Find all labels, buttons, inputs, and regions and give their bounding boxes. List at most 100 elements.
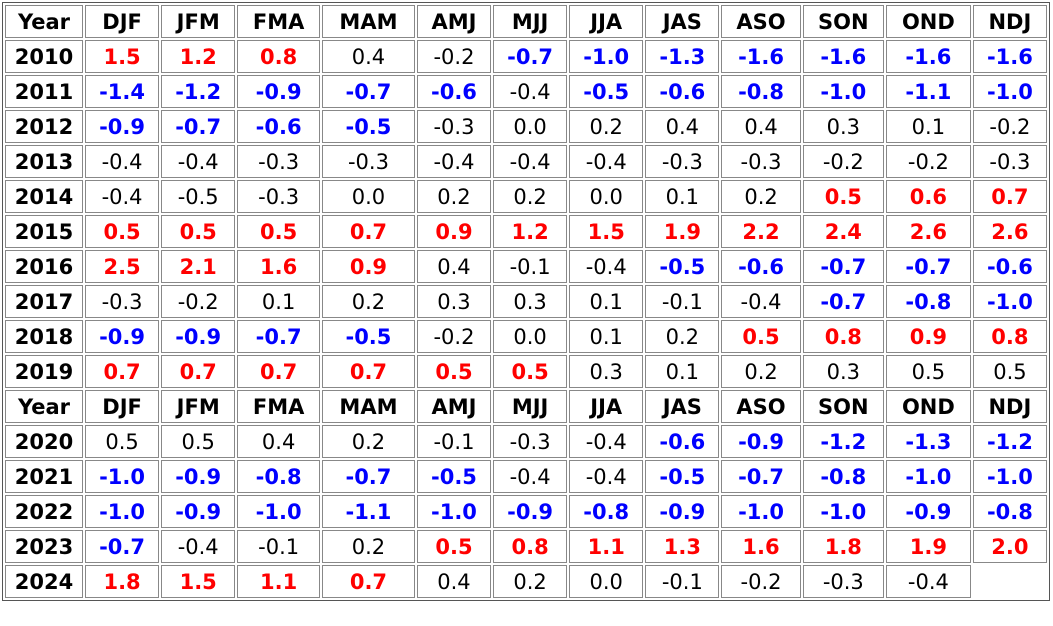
value-cell-la-nina: -0.9 [85, 320, 160, 353]
header-row: Year DJF JFM FMA MAM AMJ MJJ JJA JAS ASO SON OND NDJ [5, 5, 1047, 38]
value-cell-neutral: 0.2 [721, 355, 801, 388]
value-cell-neutral: -0.2 [721, 565, 801, 598]
value-cell-el-nino: 1.2 [161, 40, 236, 73]
value-cell-el-nino: 2.1 [161, 250, 236, 283]
year-cell: 2022 [5, 495, 83, 528]
value-cell-la-nina: -0.5 [645, 460, 720, 493]
value-cell-neutral: 0.4 [237, 425, 320, 458]
value-cell-neutral: -0.2 [416, 40, 492, 73]
value-cell-la-nina: -1.0 [972, 75, 1047, 108]
year-cell: 2024 [5, 565, 83, 598]
value-cell-la-nina: -0.7 [802, 285, 884, 318]
value-cell-la-nina: -0.8 [802, 460, 884, 493]
value-cell-neutral: -0.4 [85, 180, 160, 213]
value-cell-el-nino: 0.9 [885, 320, 971, 353]
value-cell-neutral: 0.0 [569, 180, 644, 213]
value-cell-neutral: -0.3 [493, 425, 568, 458]
value-cell-neutral: -0.4 [493, 145, 568, 178]
value-cell-la-nina: -1.0 [972, 460, 1047, 493]
value-cell-el-nino: 0.5 [721, 320, 801, 353]
value-cell-la-nina: -1.0 [802, 75, 884, 108]
empty-cell [973, 565, 1047, 598]
value-cell-el-nino: 0.7 [322, 565, 415, 598]
value-cell-neutral: 0.2 [322, 285, 415, 318]
value-cell-la-nina: -1.6 [802, 40, 884, 73]
value-cell-el-nino: 0.7 [237, 355, 320, 388]
value-cell-la-nina: -0.5 [322, 320, 415, 353]
value-cell-la-nina: -0.6 [972, 250, 1047, 283]
header-season: JJA [569, 5, 644, 38]
header-season: OND [885, 390, 971, 423]
value-cell-la-nina: -1.6 [885, 40, 971, 73]
header-season: JAS [645, 5, 720, 38]
value-cell-neutral: 0.3 [416, 285, 492, 318]
value-cell-neutral: -0.1 [645, 565, 720, 598]
table-row: 2016 2.5 2.1 1.6 0.9 0.4 -0.1 -0.4 -0.5 -0.6 -0.7-… [5, 250, 1047, 283]
value-cell-neutral: 0.5 [885, 355, 971, 388]
value-cell-neutral: -0.2 [972, 110, 1047, 143]
value-cell-neutral: -0.4 [885, 565, 971, 598]
value-cell-neutral: -0.2 [161, 285, 236, 318]
header-season: MAM [322, 5, 415, 38]
value-cell-el-nino: 0.5 [802, 180, 884, 213]
value-cell-el-nino: 0.7 [322, 215, 415, 248]
value-cell-neutral: -0.3 [721, 145, 801, 178]
header-season: FMA [237, 390, 320, 423]
year-cell: 2021 [5, 460, 83, 493]
value-cell-el-nino: 1.1 [237, 565, 320, 598]
value-cell-la-nina: -0.9 [85, 110, 160, 143]
value-cell-neutral: 0.4 [721, 110, 801, 143]
table-row: 2024 1.8 1.5 1.1 0.7 0.4 0.2 0.0 -0.1 -0.2 -0.3 -0.… [5, 565, 1047, 598]
value-cell-neutral: -0.5 [161, 180, 236, 213]
oni-table-body: Year DJF JFM FMA MAM AMJ MJJ JJA JAS ASO SON OND NDJ… [5, 5, 1047, 598]
value-cell-el-nino: 0.7 [972, 180, 1047, 213]
value-cell-neutral: 0.2 [322, 530, 415, 563]
value-cell-la-nina: -1.0 [802, 495, 884, 528]
table-row: 2021 -1.0 -0.9 -0.8 -0.7 -0.5 -0.4 -0.4 -0.5 -0.7… [5, 460, 1047, 493]
value-cell-neutral: -0.4 [416, 145, 492, 178]
year-cell: 2013 [5, 145, 83, 178]
value-cell-la-nina: -1.6 [972, 40, 1047, 73]
header-year: Year [5, 5, 83, 38]
header-year: Year [5, 390, 83, 423]
value-cell-neutral: -0.1 [237, 530, 320, 563]
value-cell-neutral: 0.1 [569, 320, 644, 353]
value-cell-el-nino: 1.6 [237, 250, 320, 283]
value-cell-la-nina: -1.0 [885, 460, 971, 493]
value-cell-la-nina: -1.6 [721, 40, 801, 73]
value-cell-la-nina: -1.2 [161, 75, 236, 108]
value-cell-neutral: -0.4 [569, 250, 644, 283]
value-cell-la-nina: -0.7 [237, 320, 320, 353]
header-season: JFM [161, 390, 236, 423]
value-cell-el-nino: 0.5 [85, 215, 160, 248]
value-cell-el-nino: 2.2 [721, 215, 801, 248]
value-cell-el-nino: 0.8 [237, 40, 320, 73]
value-cell-el-nino: 2.4 [802, 215, 884, 248]
value-cell-neutral: -0.4 [493, 460, 568, 493]
value-cell-la-nina: -1.0 [85, 460, 160, 493]
value-cell-la-nina: -1.3 [885, 425, 971, 458]
year-cell: 2017 [5, 285, 83, 318]
year-cell: 2019 [5, 355, 83, 388]
value-cell-la-nina: -0.7 [85, 530, 160, 563]
value-cell-neutral: 0.2 [416, 180, 492, 213]
header-season: MJJ [493, 5, 568, 38]
value-cell-la-nina: -0.8 [972, 495, 1047, 528]
value-cell-el-nino: 0.7 [161, 355, 236, 388]
value-cell-el-nino: 1.3 [645, 530, 720, 563]
value-cell-el-nino: 1.1 [569, 530, 644, 563]
year-cell: 2010 [5, 40, 83, 73]
value-cell-neutral: 0.4 [645, 110, 720, 143]
value-cell-el-nino: 0.5 [416, 355, 492, 388]
value-cell-la-nina: -1.4 [85, 75, 160, 108]
value-cell-neutral: 0.3 [802, 110, 884, 143]
value-cell-neutral: -0.4 [569, 460, 644, 493]
value-cell-la-nina: -1.0 [416, 495, 492, 528]
header-season: SON [802, 390, 884, 423]
header-season: JAS [645, 390, 720, 423]
value-cell-neutral: 0.3 [569, 355, 644, 388]
value-cell-neutral: -0.3 [85, 285, 160, 318]
value-cell-neutral: -0.2 [885, 145, 971, 178]
value-cell-el-nino: 2.5 [85, 250, 160, 283]
value-cell-la-nina: -1.1 [885, 75, 971, 108]
